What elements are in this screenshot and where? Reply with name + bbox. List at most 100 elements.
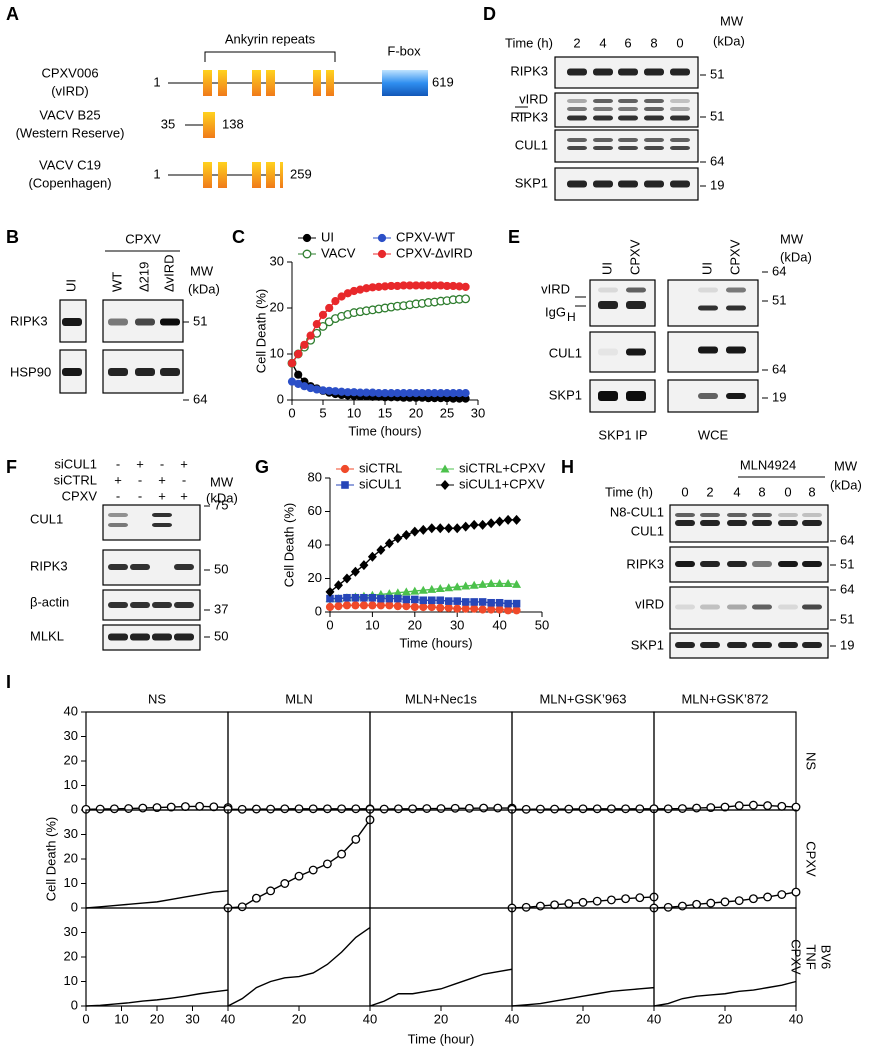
band <box>700 604 720 610</box>
band <box>130 633 150 641</box>
band <box>108 523 128 527</box>
condition-sign: + <box>180 456 188 471</box>
legend-marker <box>377 249 387 259</box>
marker <box>452 523 462 534</box>
blot-label: vIRD <box>635 596 664 611</box>
marker <box>564 899 574 909</box>
marker <box>342 573 352 584</box>
lane-label: 0 <box>676 35 683 50</box>
mw-marker: 75 <box>214 497 228 512</box>
panel-label: C <box>232 227 245 247</box>
lane-label: ΔvIRD <box>161 254 176 292</box>
marker <box>621 894 631 904</box>
x-tick-label: 20 <box>434 1011 448 1026</box>
x-tick-label: 30 <box>471 405 485 420</box>
marker <box>337 804 347 814</box>
band <box>802 604 822 610</box>
marker <box>479 803 489 813</box>
legend-marker <box>302 249 312 259</box>
marker <box>512 579 522 588</box>
legend-label: UI <box>321 229 334 244</box>
legend-label: siCTRL <box>359 460 402 475</box>
mw-marker: 64 <box>710 153 724 168</box>
marker <box>312 320 321 329</box>
band <box>152 523 172 527</box>
marker <box>435 523 445 534</box>
y-tick-label: 0 <box>71 997 78 1012</box>
marker <box>266 804 276 814</box>
blot-label: vIRD <box>519 91 548 106</box>
marker <box>334 602 343 611</box>
band <box>752 513 772 517</box>
marker <box>334 594 343 603</box>
marker <box>402 602 411 611</box>
y-tick-label: 30 <box>64 826 78 841</box>
y-axis-label: Cell Death (%) <box>253 289 268 374</box>
x-tick-label: 40 <box>789 1011 803 1026</box>
ankyrin-repeat <box>280 162 283 188</box>
marker <box>394 594 402 603</box>
marker <box>384 538 394 549</box>
band <box>752 642 772 648</box>
band <box>135 318 155 326</box>
residue-end: 138 <box>222 116 244 131</box>
band <box>152 633 172 641</box>
band <box>727 513 747 517</box>
band <box>598 391 618 401</box>
marker <box>410 586 420 595</box>
band <box>700 642 720 648</box>
x-tick-label: 20 <box>292 1011 306 1026</box>
band <box>108 602 128 608</box>
mw-marker: 51 <box>840 556 854 571</box>
marker <box>294 349 303 359</box>
legend-label: CPXV-WT <box>396 229 455 244</box>
marker <box>376 601 385 610</box>
marker <box>444 597 453 605</box>
marker <box>367 551 377 562</box>
row-title: CPXV <box>804 841 819 877</box>
marker <box>393 804 403 814</box>
marker <box>635 804 645 814</box>
legend-marker <box>302 233 312 243</box>
y-tick-label: 20 <box>64 948 78 963</box>
marker <box>436 804 446 813</box>
marker <box>410 526 420 537</box>
marker <box>418 524 428 535</box>
marker <box>368 593 377 602</box>
marker <box>401 529 411 540</box>
band <box>108 368 128 376</box>
x-tick-label: 15 <box>378 405 392 420</box>
band <box>174 633 194 641</box>
lane-label: CPXV <box>727 239 742 275</box>
x-tick-label: 40 <box>363 1011 377 1026</box>
group-label: SKP1 IP <box>598 427 647 442</box>
x-tick-label: 50 <box>535 617 549 632</box>
mw-marker: 64 <box>193 391 207 406</box>
marker <box>343 593 351 602</box>
ankyrin-repeat <box>218 70 227 96</box>
band <box>670 138 690 142</box>
marker <box>486 579 496 588</box>
ankyrin-repeat <box>266 162 275 188</box>
marker <box>368 601 377 610</box>
condition-sign: + <box>114 472 122 487</box>
marker <box>337 849 347 859</box>
ankyrin-repeat <box>326 70 334 96</box>
marker <box>461 294 471 304</box>
panel-label: B <box>6 227 19 247</box>
group-label: CPXV <box>125 231 161 246</box>
blot-label: CUL1 <box>30 511 63 526</box>
marker <box>663 902 673 912</box>
marker <box>280 879 290 888</box>
blot <box>667 279 759 327</box>
band <box>778 642 798 648</box>
marker <box>124 804 134 813</box>
plot-frame <box>85 711 229 811</box>
marker <box>401 587 411 596</box>
marker <box>777 801 787 811</box>
band <box>598 301 618 309</box>
drug-label: MLN4924 <box>740 457 796 472</box>
marker <box>331 297 340 306</box>
y-tick-label: 10 <box>270 345 284 360</box>
x-axis-label: Time (hours) <box>399 635 472 650</box>
